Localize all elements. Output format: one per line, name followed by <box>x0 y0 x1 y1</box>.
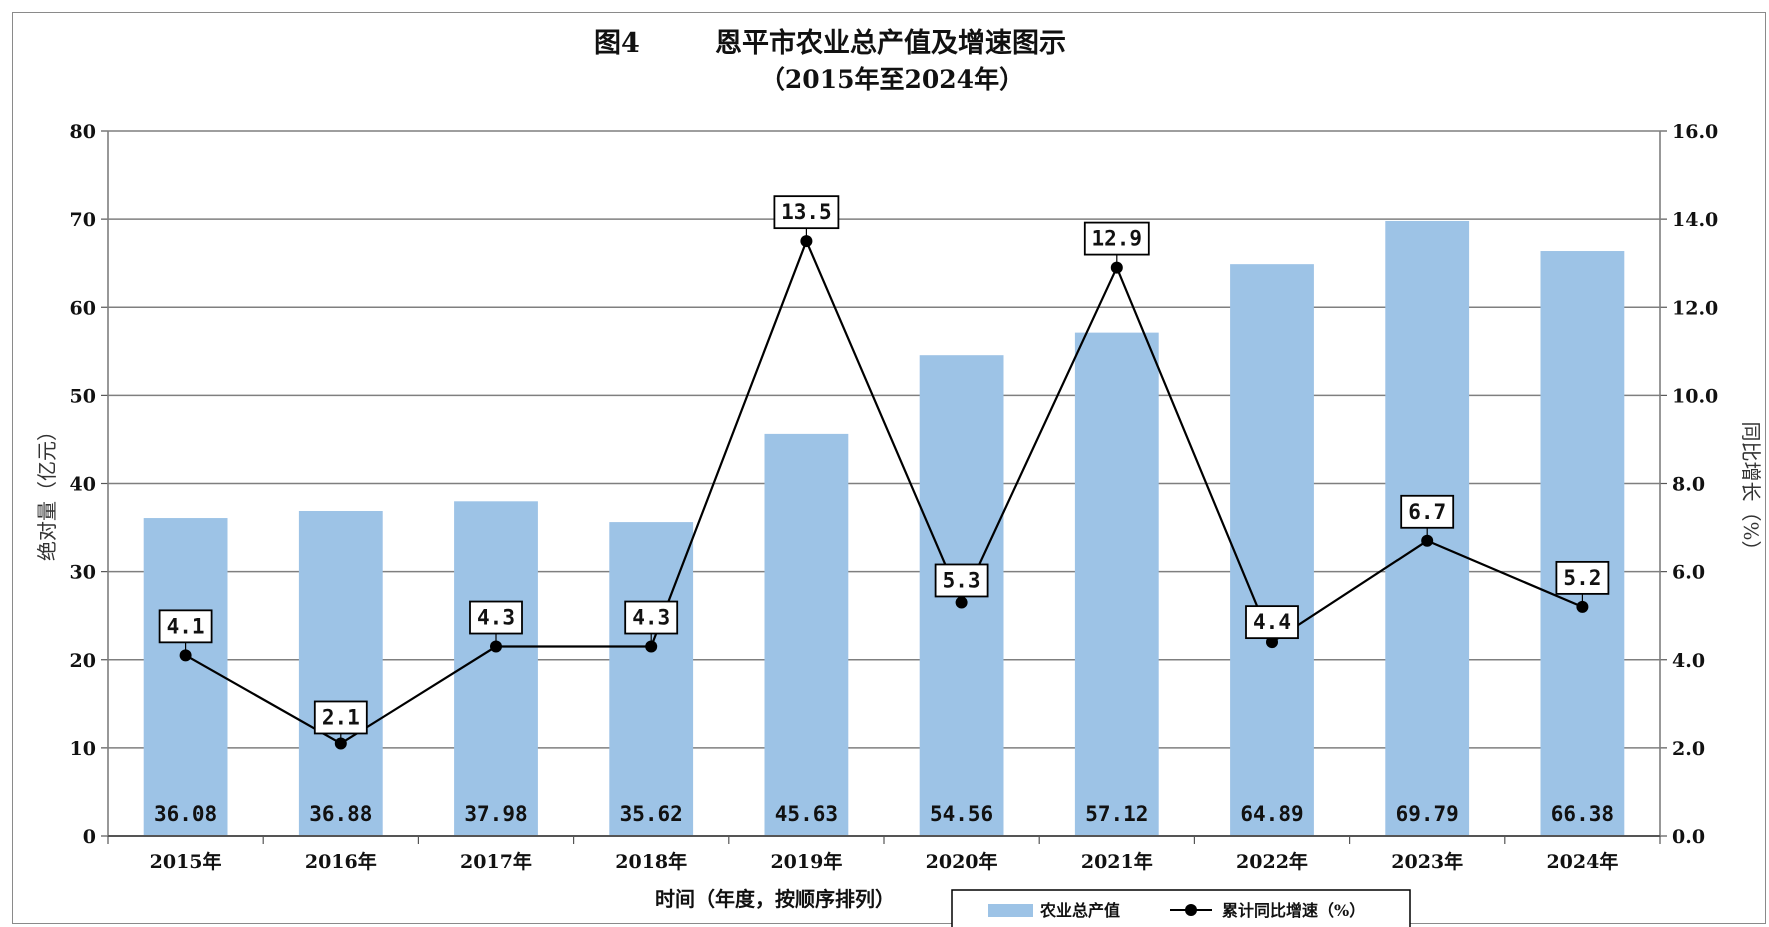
bar-value-label: 54.56 <box>930 802 993 826</box>
axes: 0 0.0 10 2.0 20 4.0 30 6.0 40 8.0 50 10.0 60 12.0 70 14… <box>70 121 1719 873</box>
y2-tick-label: 16.0 <box>1672 121 1718 143</box>
y2-axis-title: 同比增长（%） <box>1739 421 1763 560</box>
chart-title: 图4 恩平市农业总产值及增速图示 <box>594 27 1066 59</box>
growth-value-label: 2.1 <box>322 705 360 729</box>
x-tick-label: 2023年 <box>1391 850 1463 873</box>
bar-value-label: 35.62 <box>620 802 683 826</box>
bar <box>454 501 538 836</box>
y-axis-title: 绝对量（亿元） <box>35 421 59 561</box>
bar <box>764 433 849 836</box>
y-tick-label: 0 <box>83 826 96 848</box>
x-tick-label: 2024年 <box>1546 850 1618 873</box>
chart-frame <box>12 12 1766 924</box>
growth-label-box <box>158 609 213 644</box>
bar-series <box>143 220 1625 836</box>
bar <box>1074 332 1159 836</box>
growth-value-label: 6.7 <box>1408 500 1446 524</box>
y2-tick-label: 6.0 <box>1672 562 1705 584</box>
growth-value-label: 4.4 <box>1253 610 1291 634</box>
x-tick-label: 2021年 <box>1081 850 1153 873</box>
bar-value-label: 66.38 <box>1551 802 1614 826</box>
y2-tick-label: 8.0 <box>1672 474 1705 496</box>
growth-label-box <box>934 563 989 598</box>
y-tick-label: 40 <box>70 474 96 496</box>
growth-value-label: 4.3 <box>477 606 515 630</box>
y-tick-label: 80 <box>70 121 96 143</box>
x-tick-label: 2020年 <box>926 850 998 873</box>
line-series <box>179 235 1589 750</box>
title-group: 图4 恩平市农业总产值及增速图示 （2015年至2024年） <box>594 27 1066 94</box>
growth-label-box <box>1245 605 1299 640</box>
y2-tick-label: 14.0 <box>1672 209 1718 231</box>
bar <box>1540 251 1625 836</box>
chart-subtitle: （2015年至2024年） <box>760 65 1024 94</box>
growth-label-box <box>469 600 523 635</box>
growth-value-label: 4.1 <box>167 614 205 638</box>
legend-box <box>951 889 1411 927</box>
bar-value-label: 36.08 <box>154 802 217 826</box>
bar-value-label: 36.88 <box>309 802 372 826</box>
growth-value-label: 4.3 <box>632 606 670 630</box>
x-axis-title: 时间（年度，按顺序排列） <box>655 887 895 911</box>
x-tick-label: 2017年 <box>460 850 532 873</box>
y-tick-label: 60 <box>70 297 96 319</box>
growth-label-box <box>313 700 368 735</box>
y-tick-label: 30 <box>70 562 96 584</box>
legend-line-label: 累计同比增速（%） <box>1222 901 1365 920</box>
growth-label-box <box>624 600 679 635</box>
y2-tick-label: 4.0 <box>1672 650 1705 672</box>
y-tick-label: 50 <box>70 385 96 407</box>
growth-value-label: 5.2 <box>1563 566 1601 590</box>
legend-line-marker <box>1185 904 1197 916</box>
bar-value-label: 64.89 <box>1240 802 1303 826</box>
y-tick-label: 20 <box>70 650 96 672</box>
bar <box>143 518 228 836</box>
bar-value-label: 69.79 <box>1396 802 1459 826</box>
legend-bar-label: 农业总产值 <box>1039 901 1120 920</box>
legend: 农业总产值 累计同比增速（%） <box>951 889 1411 927</box>
bar-value-label: 57.12 <box>1085 802 1148 826</box>
legend-bar-swatch <box>988 904 1033 917</box>
growth-line <box>185 238 1583 745</box>
y-tick-label: 70 <box>70 209 96 231</box>
x-tick-label: 2015年 <box>150 850 222 873</box>
x-tick-label: 2016年 <box>305 850 377 873</box>
growth-label-box <box>773 195 840 230</box>
bar-value-label: 45.63 <box>775 802 838 826</box>
y2-tick-label: 2.0 <box>1672 738 1705 760</box>
y2-tick-label: 12.0 <box>1672 297 1718 319</box>
bar <box>1230 264 1314 836</box>
growth-label-box <box>1400 494 1455 529</box>
y2-tick-label: 0.0 <box>1672 826 1705 848</box>
bar-value-label: 37.98 <box>464 802 527 826</box>
growth-value-label: 5.3 <box>943 568 981 592</box>
x-tick-label: 2018年 <box>615 850 687 873</box>
x-tick-label: 2022年 <box>1236 850 1308 873</box>
data-labels: 36.08 36.88 37.98 35.62 45.63 54.56 57.12 64.89… <box>154 195 1614 826</box>
growth-label-box <box>1083 221 1150 256</box>
growth-value-label: 13.5 <box>781 200 832 224</box>
y-tick-label: 10 <box>70 738 96 760</box>
growth-label-box <box>1555 560 1610 595</box>
growth-value-label: 12.9 <box>1092 227 1143 251</box>
y2-tick-label: 10.0 <box>1672 385 1718 407</box>
x-tick-label: 2019年 <box>770 850 842 873</box>
bar <box>298 510 383 836</box>
